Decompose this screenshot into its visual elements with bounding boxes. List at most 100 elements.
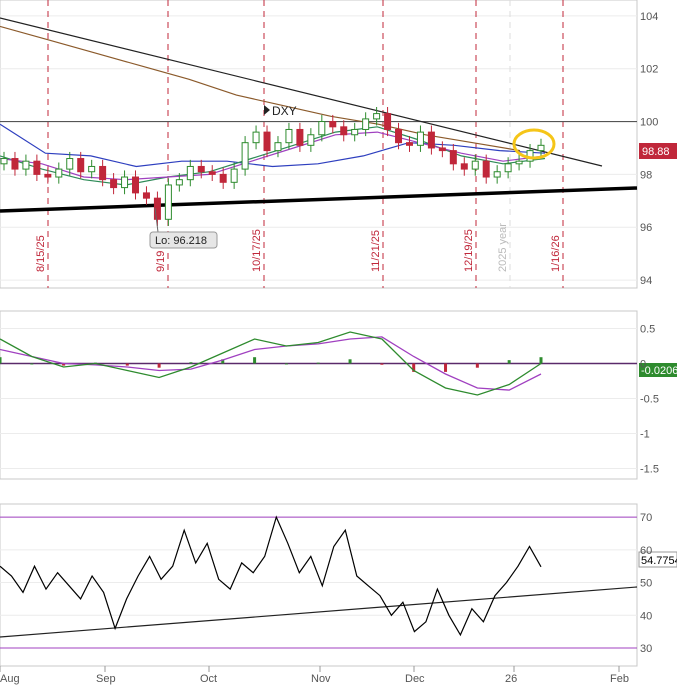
macd-histogram-bar: [507, 360, 511, 364]
x-axis-month-label: Aug: [0, 673, 20, 685]
macd-layer: [0, 328, 637, 469]
last-price-label: 98.88: [642, 146, 670, 158]
candle-body: [482, 160, 490, 178]
macd-histogram-bar: [157, 363, 161, 368]
rsi-axis-tick: 60: [640, 545, 652, 557]
candle-body: [44, 173, 52, 178]
candle-body: [121, 176, 129, 189]
macd-histogram-bar: [0, 357, 2, 364]
axis-layer: 104 102 100 98 96 94 0.5 0 -0.5 -1 -1.5 70 60 50 40 30 A…: [0, 11, 659, 685]
candle-body: [351, 128, 359, 136]
macd-histogram-bar: [62, 363, 66, 366]
x-axis-month-label: Oct: [200, 673, 217, 685]
macd-histogram-bar: [221, 359, 225, 364]
macd-histogram-bar: [284, 363, 288, 365]
price-axis-tick: 104: [640, 11, 658, 23]
macd-histogram-bar: [348, 359, 352, 364]
x-axis-month-label: Sep: [96, 673, 116, 685]
highlight-circle: [512, 128, 556, 160]
macd-line: [0, 331, 542, 396]
candle-body: [307, 134, 315, 146]
candle-body: [110, 179, 118, 189]
rsi-last-tag: [638, 551, 677, 568]
macd-histogram-bar: [444, 363, 448, 372]
low-callout-box: [149, 231, 218, 249]
event-marker-label: 11/21/25: [370, 230, 382, 272]
rsi-axis-tick: 30: [640, 643, 652, 655]
rsi-last-label: 54.7754: [641, 555, 677, 567]
candle-body: [416, 131, 424, 146]
candle-body: [340, 126, 348, 136]
candle-body: [515, 160, 523, 165]
macd-histogram-bar: [539, 357, 543, 364]
candle-body: [318, 121, 326, 136]
candle-body: [285, 128, 293, 144]
candle-body: [296, 128, 304, 146]
candle-body: [329, 121, 337, 128]
low-callout-text: Lo: 96.218: [155, 235, 207, 247]
candle-body: [186, 165, 194, 181]
macd-axis-tick: -0.5: [640, 394, 659, 406]
x-axis-month-label: Nov: [311, 673, 331, 685]
macd-histogram-bar: [316, 362, 320, 364]
macd-axis-tick: 0: [640, 359, 646, 371]
price-axis-tick: 100: [640, 117, 658, 129]
macd-last-label: -0.0206: [641, 365, 677, 377]
macd-panel-frame: [0, 310, 638, 480]
candle-body: [55, 168, 63, 178]
support-trendline: [0, 186, 638, 213]
last-price-tag: [639, 143, 677, 159]
macd-histogram-bar: [253, 357, 257, 364]
event-marker-label: 9/19: [155, 251, 167, 272]
candle-body: [132, 176, 140, 194]
rsi-panel-frame: [0, 503, 638, 667]
candle-body: [164, 184, 172, 220]
price-layer: [0, 17, 638, 226]
candle-body: [22, 160, 30, 170]
macd-histogram-bar: [30, 363, 34, 365]
symbol-label: DXY: [272, 104, 297, 118]
candle-body: [66, 158, 74, 170]
macd-histogram-bar: [125, 363, 129, 366]
rsi-line: [0, 515, 542, 637]
rsi-axis-tick: 70: [640, 512, 652, 524]
rsi-axis-tick: 50: [640, 578, 652, 590]
candle-body: [263, 131, 271, 152]
macd-axis-tick: 0.5: [640, 324, 655, 336]
event-marker-label: 12/19/25: [463, 229, 475, 272]
candle-body: [197, 165, 205, 173]
macd-axis-tick: -1: [640, 429, 650, 441]
candle-body: [208, 171, 216, 175]
candle-body: [438, 147, 446, 152]
candle-body: [230, 168, 238, 183]
macd-axis-tick: -1.5: [640, 464, 659, 476]
candle-body: [33, 160, 41, 175]
low-callout-leader: [154, 207, 159, 233]
event-marker-lines: 8/15/25 9/19 10/17/25 11/21/25 12/19/25 2025 …: [35, 0, 564, 288]
candle-body: [153, 197, 161, 220]
price-axis-tick: 102: [640, 64, 658, 76]
candle-body: [384, 113, 392, 130]
candle-body: [504, 163, 512, 173]
candle-body: [175, 179, 183, 186]
candle-body: [241, 142, 249, 170]
rsi-axis-tick: 40: [640, 610, 652, 622]
candle-body: [373, 113, 381, 120]
x-axis-month-label: Dec: [405, 673, 425, 685]
candle-body: [11, 158, 19, 170]
candle-body: [252, 131, 260, 144]
candle-body: [99, 165, 107, 181]
x-axis-month-label: 26: [505, 673, 517, 685]
downtrend-line: [0, 17, 603, 167]
macd-histogram-bar: [380, 363, 384, 365]
candle-body: [142, 192, 150, 199]
rsi-trendline: [0, 586, 638, 638]
candle-body: [0, 158, 8, 165]
candle-body: [405, 142, 413, 146]
candle-body: [77, 158, 85, 173]
candle-body: [537, 144, 545, 152]
price-panel-frame: [0, 0, 638, 289]
